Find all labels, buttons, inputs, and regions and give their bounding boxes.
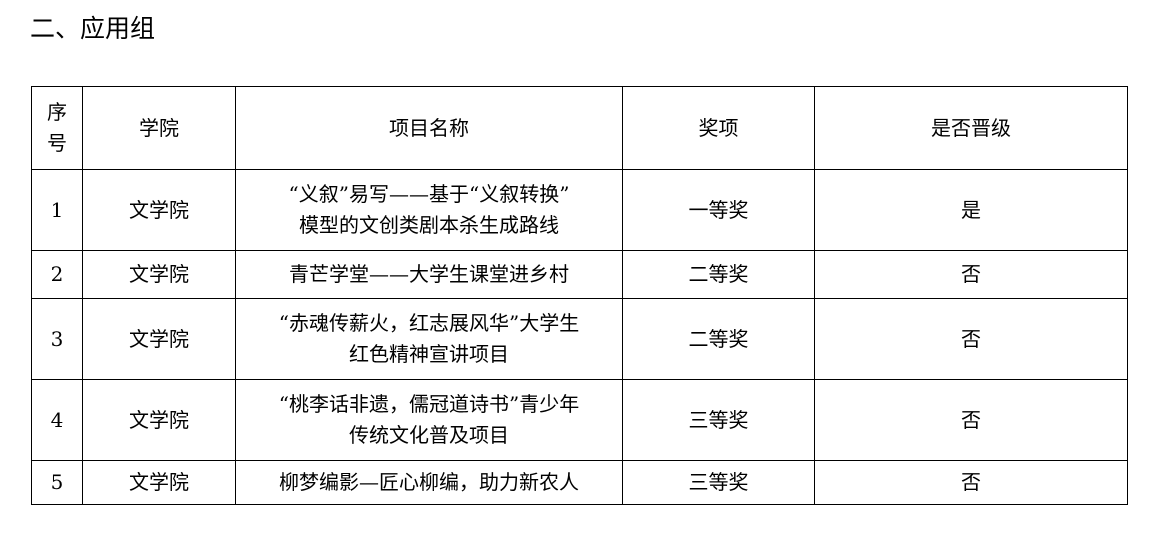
- name-line: 模型的文创类剧本杀生成路线: [299, 213, 559, 237]
- table-row: 4 文学院 “桃李话非遗，儒冠道诗书”青少年 传统文化普及项目 三等奖 否: [31, 379, 1128, 461]
- cell-advance: 否: [814, 250, 1128, 299]
- header-college: 学院: [82, 86, 236, 170]
- name-line: “桃李话非遗，儒冠道诗书”青少年: [278, 392, 580, 416]
- name-line: 传统文化普及项目: [349, 423, 509, 447]
- cell-project-name: “赤魂传薪火，红志展风华”大学生 红色精神宣讲项目: [235, 298, 623, 380]
- cell-college: 文学院: [82, 379, 236, 461]
- cell-advance: 是: [814, 169, 1128, 251]
- header-project-name: 项目名称: [235, 86, 623, 170]
- cell-college: 文学院: [82, 460, 236, 505]
- name-line: “义叙”易写——基于“义叙转换”: [288, 182, 570, 206]
- cell-college: 文学院: [82, 298, 236, 380]
- cell-award: 三等奖: [622, 460, 815, 505]
- table-row: 2 文学院 青芒学堂——大学生课堂进乡村 二等奖 否: [31, 250, 1128, 299]
- name-line: 红色精神宣讲项目: [349, 342, 509, 366]
- header-advance: 是否晋级: [814, 86, 1128, 170]
- table-row: 1 文学院 “义叙”易写——基于“义叙转换” 模型的文创类剧本杀生成路线 一等奖 …: [31, 169, 1128, 251]
- header-no: 序号: [31, 86, 83, 170]
- section-title: 二、应用组: [30, 14, 156, 43]
- cell-award: 二等奖: [622, 298, 815, 380]
- cell-project-name: 青芒学堂——大学生课堂进乡村: [235, 250, 623, 299]
- cell-award: 三等奖: [622, 379, 815, 461]
- table-row: 3 文学院 “赤魂传薪火，红志展风华”大学生 红色精神宣讲项目 二等奖 否: [31, 298, 1128, 380]
- cell-project-name: “桃李话非遗，儒冠道诗书”青少年 传统文化普及项目: [235, 379, 623, 461]
- cell-no: 5: [31, 460, 83, 505]
- header-award: 奖项: [622, 86, 815, 170]
- cell-project-name: “义叙”易写——基于“义叙转换” 模型的文创类剧本杀生成路线: [235, 169, 623, 251]
- table-header-row: 序号 学院 项目名称 奖项 是否晋级: [31, 86, 1128, 170]
- cell-college: 文学院: [82, 250, 236, 299]
- cell-no: 4: [31, 379, 83, 461]
- cell-no: 3: [31, 298, 83, 380]
- cell-advance: 否: [814, 460, 1128, 505]
- name-line: “赤魂传薪火，红志展风华”大学生: [278, 311, 580, 335]
- cell-award: 一等奖: [622, 169, 815, 251]
- cell-college: 文学院: [82, 169, 236, 251]
- table-row: 5 文学院 柳梦编影—匠心柳编，助力新农人 三等奖 否: [31, 460, 1128, 505]
- cell-award: 二等奖: [622, 250, 815, 299]
- cell-project-name: 柳梦编影—匠心柳编，助力新农人: [235, 460, 623, 505]
- cell-advance: 否: [814, 379, 1128, 461]
- award-table: 序号 学院 项目名称 奖项 是否晋级 1 文学院 “义叙”易写——基于“义叙转换…: [31, 86, 1128, 505]
- cell-advance: 否: [814, 298, 1128, 380]
- cell-no: 1: [31, 169, 83, 251]
- cell-no: 2: [31, 250, 83, 299]
